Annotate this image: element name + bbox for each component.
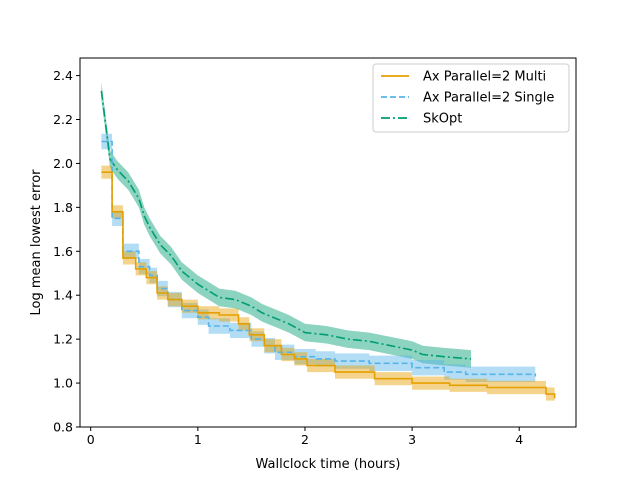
series-lines [100,90,556,399]
legend-label: Ax Parallel=2 Multi [423,70,546,85]
x-tick-label: 2 [301,432,309,447]
y-tick-label: 1.2 [53,332,73,347]
series-line [101,140,537,377]
y-tick-label: 1.8 [53,200,73,215]
x-tick-label: 4 [515,432,523,447]
x-axis-label: Wallclock time (hours) [256,457,401,472]
x-tick-label: 0 [87,432,95,447]
legend-label: SkOpt [423,112,462,127]
series-line [101,171,556,399]
y-tick-label: 0.8 [53,420,73,435]
confidence-bands [101,82,555,405]
y-tick-label: 1.4 [53,288,73,303]
x-tick-label: 3 [408,432,416,447]
legend-label: Ax Parallel=2 Single [423,91,554,106]
confidence-band [101,165,555,405]
x-tick-label: 1 [194,432,202,447]
y-tick-label: 1.6 [53,244,73,259]
y-axis: 0.8 1.0 1.2 1.4 1.6 1.8 2.0 2.2 2.4 [53,68,80,435]
series-line [100,90,472,360]
confidence-band [101,133,536,385]
y-tick-label: 2.2 [53,112,73,127]
y-tick-label: 2.4 [53,68,73,83]
legend-box [372,63,570,133]
y-tick-label: 2.0 [53,156,73,171]
legend: Ax Parallel=2 Multi Ax Parallel=2 Single S… [372,63,570,133]
y-tick-label: 1.0 [53,376,73,391]
x-axis: 0 1 2 3 4 [87,427,523,447]
y-axis-label: Log mean lowest error [29,169,44,316]
plot-frame [79,57,577,428]
